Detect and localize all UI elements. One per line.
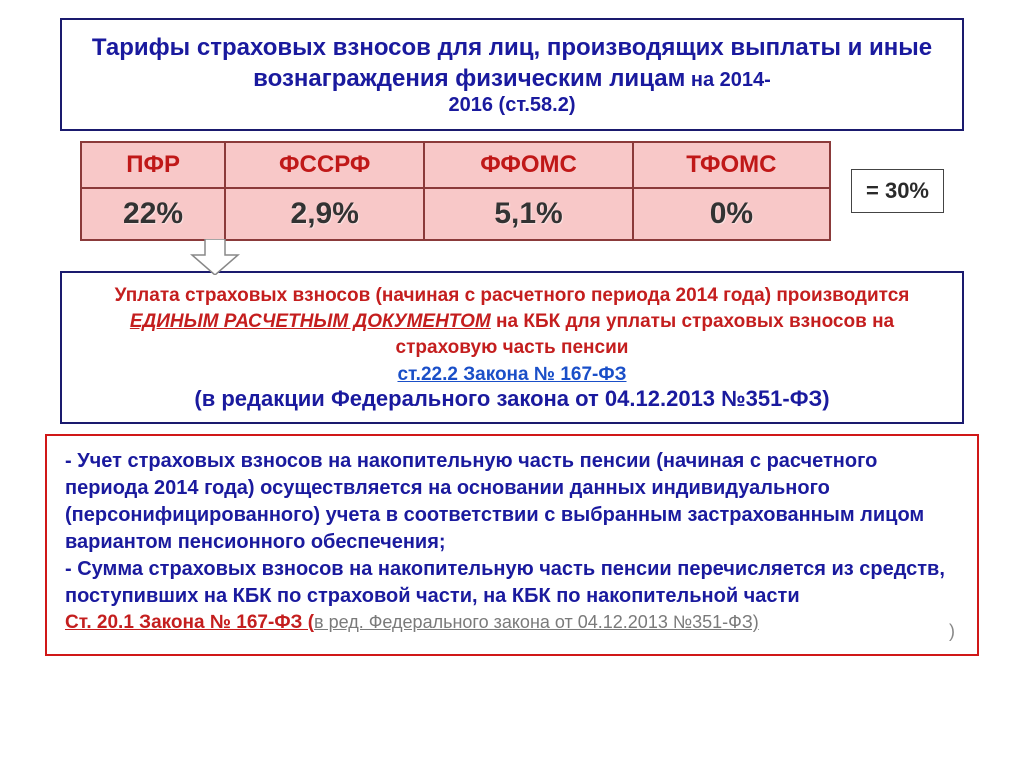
col-header-fssrf: ФССРФ bbox=[225, 142, 424, 188]
table-row: 22% 2,9% 5,1% 0% bbox=[81, 188, 830, 240]
rate-ffoms: 5,1% bbox=[424, 188, 632, 240]
rate-pfr: 22% bbox=[81, 188, 225, 240]
mid-text1: Уплата страховых взносов (начиная с расч… bbox=[115, 285, 910, 306]
bottom-cite-tail: в ред. Федерального закона от 04.12.2013… bbox=[314, 612, 759, 632]
title-line1: Тарифы страховых взносов для лиц, произв… bbox=[92, 34, 932, 92]
mid-link-row: ст.22.2 Закона № 167-ФЗ bbox=[80, 364, 944, 386]
col-header-tfoms: ТФОМС bbox=[633, 142, 830, 188]
middle-text: Уплата страховых взносов (начиная с расч… bbox=[80, 283, 944, 360]
middle-box: Уплата страховых взносов (начиная с расч… bbox=[60, 271, 964, 424]
total-box: = 30% bbox=[851, 169, 944, 213]
rate-fssrf: 2,9% bbox=[225, 188, 424, 240]
col-header-ffoms: ФФОМС bbox=[424, 142, 632, 188]
title-box: Тарифы страховых взносов для лиц, произв… bbox=[60, 18, 964, 131]
bottom-box: - Учет страховых взносов на накопительну… bbox=[45, 434, 979, 656]
col-header-pfr: ПФР bbox=[81, 142, 225, 188]
title-main: Тарифы страховых взносов для лиц, произв… bbox=[82, 32, 942, 94]
table-row: ПФР ФССРФ ФФОМС ТФОМС bbox=[81, 142, 830, 188]
corner-paren: ) bbox=[949, 621, 955, 642]
mid-law-edition: (в редакции Федерального закона от 04.12… bbox=[80, 386, 944, 412]
bottom-p2: - Сумма страховых взносов на накопительн… bbox=[65, 556, 959, 610]
rates-table: ПФР ФССРФ ФФОМС ТФОМС 22% 2,9% 5,1% 0% bbox=[80, 141, 831, 241]
mid-underlined: ЕДИНЫМ РАСЧЕТНЫМ ДОКУМЕНТОМ bbox=[130, 311, 491, 332]
mid-law-link: ст.22.2 Закона № 167-ФЗ bbox=[397, 364, 626, 385]
bottom-cite: Ст. 20.1 Закона № 167-ФЗ ( bbox=[65, 612, 314, 633]
bottom-p1: - Учет страховых взносов на накопительну… bbox=[65, 448, 959, 556]
title-line3: 2016 (ст.58.2) bbox=[82, 94, 942, 117]
rate-tfoms: 0% bbox=[633, 188, 830, 240]
rates-row: ПФР ФССРФ ФФОМС ТФОМС 22% 2,9% 5,1% 0% =… bbox=[80, 141, 944, 241]
bottom-cite-row: Ст. 20.1 Закона № 167-ФЗ (в ред. Федерал… bbox=[65, 612, 959, 634]
title-years: на 2014- bbox=[685, 69, 770, 91]
arrow-down-icon bbox=[190, 239, 984, 275]
